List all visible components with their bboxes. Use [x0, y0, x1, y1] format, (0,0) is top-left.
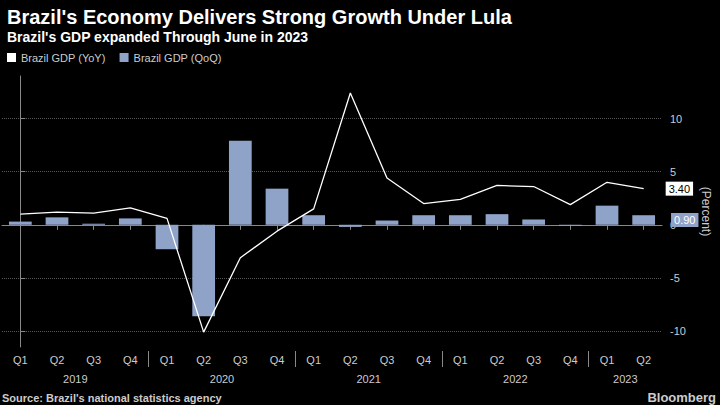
svg-text:-10: -10	[670, 325, 686, 337]
svg-text:Q3: Q3	[380, 354, 395, 366]
svg-text:5: 5	[670, 166, 676, 178]
svg-text:Q2: Q2	[50, 354, 65, 366]
svg-text:2020: 2020	[210, 373, 234, 385]
svg-text:Q1: Q1	[306, 354, 321, 366]
svg-text:Q2: Q2	[196, 354, 211, 366]
svg-text:Q4: Q4	[123, 354, 138, 366]
svg-text:Q3: Q3	[526, 354, 541, 366]
svg-text:Brazil's Economy Delivers Stro: Brazil's Economy Delivers Strong Growth …	[7, 6, 513, 28]
svg-text:Q2: Q2	[636, 354, 651, 366]
svg-text:0.90: 0.90	[674, 214, 695, 226]
svg-text:Bloomberg: Bloomberg	[647, 390, 716, 405]
svg-text:Brazil GDP (YoY): Brazil GDP (YoY)	[21, 52, 105, 64]
svg-text:2023: 2023	[613, 373, 637, 385]
svg-text:Source: Brazil's national stat: Source: Brazil's national statistics age…	[2, 392, 223, 404]
svg-text:(Percent): (Percent)	[699, 187, 713, 236]
svg-text:Q1: Q1	[13, 354, 28, 366]
svg-text:2022: 2022	[503, 373, 527, 385]
svg-text:Brazil's GDP expanded Through: Brazil's GDP expanded Through June in 20…	[7, 29, 308, 45]
svg-text:Q3: Q3	[86, 354, 101, 366]
svg-text:Q3: Q3	[233, 354, 248, 366]
svg-text:Q4: Q4	[563, 354, 578, 366]
svg-text:Q2: Q2	[490, 354, 505, 366]
svg-text:-5: -5	[670, 272, 680, 284]
svg-text:Q2: Q2	[343, 354, 358, 366]
svg-text:Q1: Q1	[160, 354, 175, 366]
svg-text:Q1: Q1	[453, 354, 468, 366]
svg-text:10: 10	[670, 113, 682, 125]
svg-text:2019: 2019	[63, 373, 87, 385]
svg-text:Q4: Q4	[416, 354, 431, 366]
svg-text:3.40: 3.40	[669, 183, 690, 195]
svg-text:Q4: Q4	[270, 354, 285, 366]
svg-text:2021: 2021	[356, 373, 380, 385]
svg-text:Q1: Q1	[600, 354, 615, 366]
svg-text:Brazil GDP (QoQ): Brazil GDP (QoQ)	[134, 52, 222, 64]
